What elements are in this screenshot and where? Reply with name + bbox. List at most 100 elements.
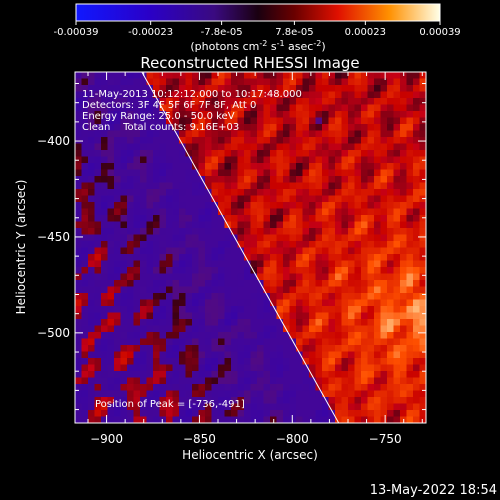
heatmap-cell <box>205 241 212 248</box>
heatmap-cell <box>296 286 303 294</box>
heatmap-cell <box>296 221 303 229</box>
heatmap-cell <box>335 143 342 151</box>
colorbar-tick-label: 7.8e-05 <box>275 27 313 38</box>
heatmap-cell <box>341 78 349 86</box>
heatmap-cell <box>354 189 362 196</box>
heatmap-cell <box>244 332 251 339</box>
heatmap-cell <box>361 280 368 287</box>
heatmap-cell <box>192 280 199 287</box>
heatmap-cell <box>153 195 160 203</box>
heatmap-cell <box>335 273 342 281</box>
heatmap-cell <box>296 293 303 300</box>
heatmap-cell <box>88 137 95 144</box>
heatmap-cell <box>348 91 355 99</box>
heatmap-cell <box>367 247 375 255</box>
heatmap-cell <box>198 377 206 385</box>
heatmap-cell <box>380 306 388 313</box>
heatmap-cell <box>413 150 420 157</box>
heatmap-cell <box>237 137 245 144</box>
heatmap-cell <box>348 410 355 417</box>
heatmap-cell <box>374 98 381 105</box>
heatmap-cell <box>276 345 284 352</box>
heatmap-cell <box>146 137 154 144</box>
heatmap-cell <box>348 143 355 151</box>
heatmap-cell <box>211 182 219 190</box>
heatmap-cell <box>309 228 316 235</box>
heatmap-cell <box>335 124 342 131</box>
heatmap-cell <box>205 306 212 313</box>
heatmap-cell <box>107 130 115 138</box>
colorbar-unit-label: (photons cm-2 s-1 asec-2) <box>190 39 325 53</box>
heatmap-cell <box>224 169 232 177</box>
heatmap-cell <box>315 182 323 190</box>
heatmap-cell <box>140 371 147 378</box>
heatmap-cell <box>166 91 173 99</box>
heatmap-cell <box>75 163 82 170</box>
heatmap-cell <box>133 104 141 112</box>
heatmap-cell <box>335 169 342 177</box>
heatmap-cell <box>283 208 290 216</box>
heatmap-cell <box>361 91 368 99</box>
heatmap-cell <box>81 410 89 417</box>
heatmap-cell <box>211 91 219 99</box>
heatmap-cell <box>309 98 316 105</box>
heatmap-cell <box>413 117 420 125</box>
heatmap-cell <box>419 312 426 320</box>
heatmap-cell <box>244 364 251 372</box>
heatmap-cell <box>354 247 362 255</box>
heatmap-cell <box>380 202 388 209</box>
heatmap-cell <box>81 260 89 268</box>
heatmap-cell <box>153 241 160 248</box>
heatmap-cell <box>406 189 414 196</box>
heatmap-cell <box>231 358 238 365</box>
heatmap-cell <box>127 156 134 164</box>
heatmap-cell <box>289 221 297 229</box>
heatmap-cell <box>172 299 180 307</box>
heatmap-cell <box>88 364 95 372</box>
heatmap-cell <box>231 260 238 268</box>
heatmap-cell <box>257 273 264 281</box>
heatmap-cell <box>218 306 225 313</box>
heatmap-cell <box>88 78 95 86</box>
heatmap-cell <box>140 150 147 157</box>
heatmap-cell <box>406 195 414 203</box>
heatmap-cell <box>322 143 329 151</box>
heatmap-cell <box>192 384 199 391</box>
heatmap-cell <box>127 384 134 391</box>
heatmap-cell <box>146 195 154 203</box>
heatmap-cell <box>296 267 303 274</box>
heatmap-cell <box>367 273 375 281</box>
heatmap-cell <box>205 221 212 229</box>
heatmap-cell <box>133 176 141 183</box>
heatmap-cell <box>270 78 277 86</box>
heatmap-cell <box>400 156 407 164</box>
heatmap-cell <box>172 78 180 86</box>
heatmap-cell <box>354 221 362 229</box>
heatmap-cell <box>289 228 297 235</box>
heatmap-cell <box>218 293 225 300</box>
heatmap-cell <box>250 351 258 359</box>
heatmap-cell <box>81 234 89 242</box>
heatmap-cell <box>361 85 368 92</box>
heatmap-cell <box>380 156 388 164</box>
heatmap-cell <box>133 254 141 261</box>
heatmap-cell <box>218 124 225 131</box>
heatmap-cell <box>140 403 147 411</box>
heatmap-cell <box>367 208 375 216</box>
heatmap-cell <box>302 111 310 118</box>
heatmap-cell <box>88 117 95 125</box>
heatmap-cell <box>380 273 388 281</box>
heatmap-cell <box>296 182 303 190</box>
heatmap-cell <box>315 241 323 248</box>
heatmap-cell <box>406 234 414 242</box>
heatmap-cell <box>198 312 206 320</box>
heatmap-cell <box>192 358 199 365</box>
heatmap-cell <box>237 273 245 281</box>
heatmap-cell <box>335 72 342 79</box>
heatmap-cell <box>172 351 180 359</box>
heatmap-cell <box>387 384 394 391</box>
heatmap-cell <box>244 137 251 144</box>
heatmap-cell <box>127 390 134 398</box>
heatmap-cell <box>387 319 394 326</box>
heatmap-cell <box>335 189 342 196</box>
